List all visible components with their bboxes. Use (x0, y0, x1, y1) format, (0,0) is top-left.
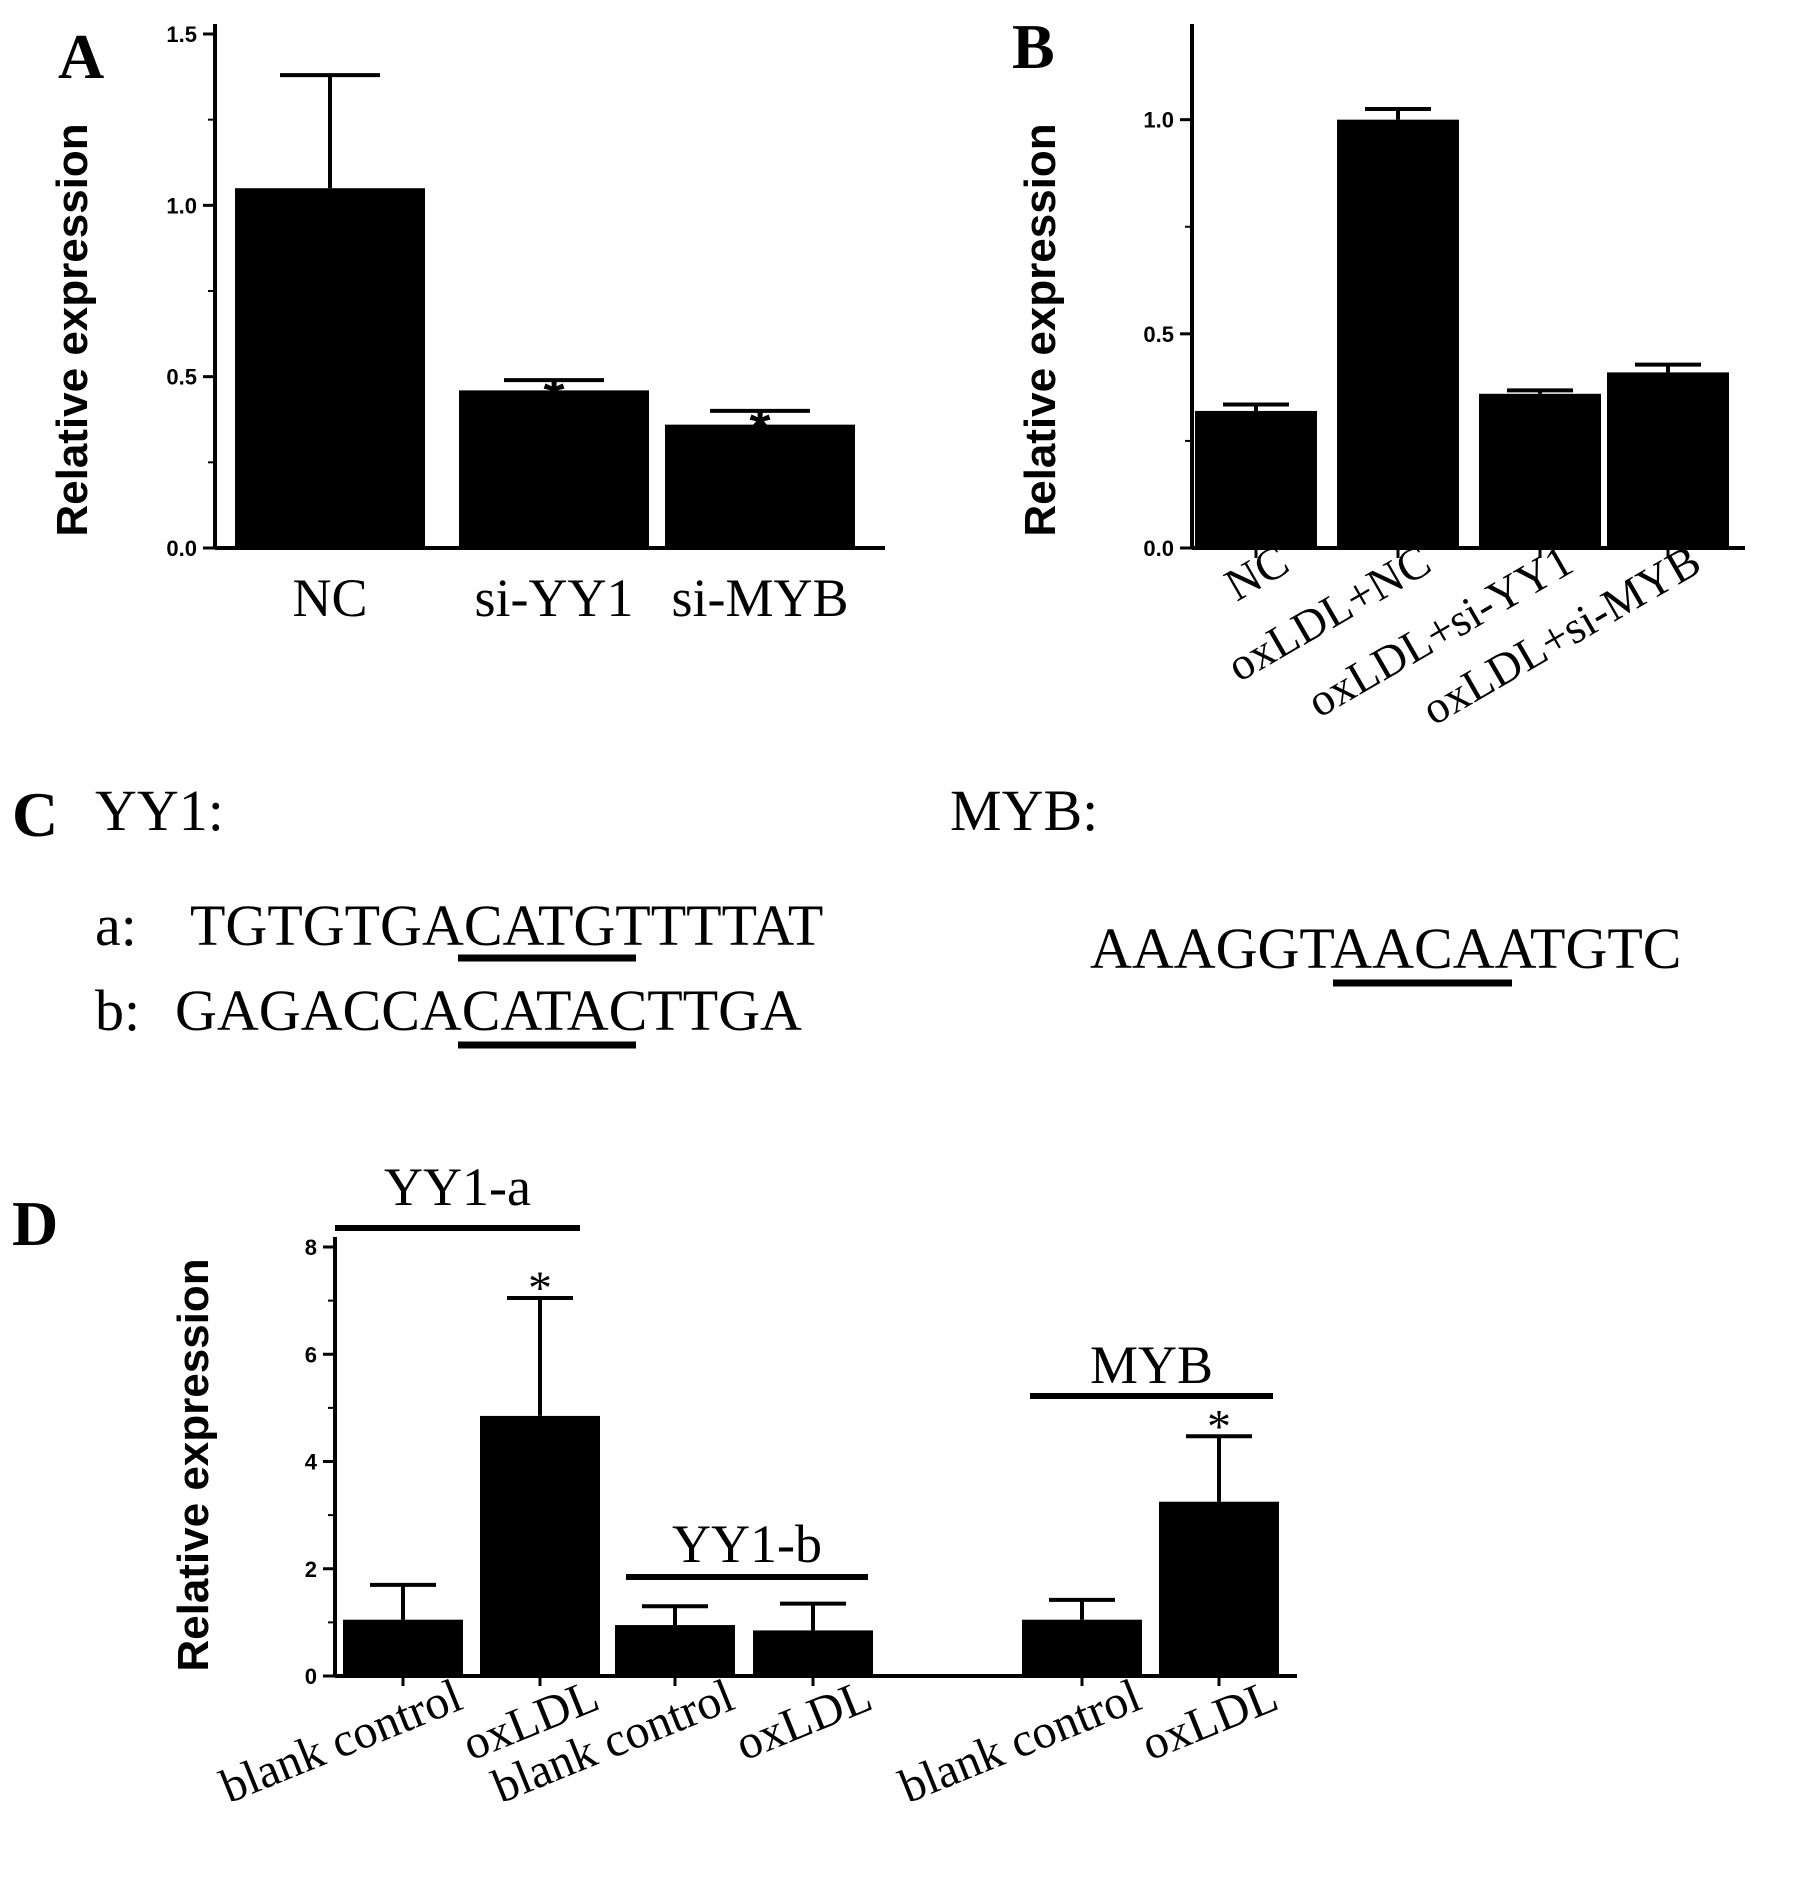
chart-b-bar (1195, 410, 1317, 548)
chart-d-significance-mark: * (1207, 1400, 1231, 1453)
seq-a-motif: ACAT (422, 893, 573, 958)
seq-b-label: b: (95, 978, 140, 1043)
chart-a: 0.0 0.5 1.0 1.5 Relative expression NC * si-YY1… (48, 22, 885, 628)
chart-a-y-tick-label: 1.0 (166, 193, 197, 218)
chart-d-y-tick-label: 6 (305, 1342, 317, 1367)
chart-b-bar (1607, 372, 1729, 548)
chart-d-significance-mark: * (528, 1262, 552, 1315)
panel-label-d: D (12, 1188, 58, 1259)
seq-a-prefix: TGTGTG (190, 893, 422, 958)
chart-d-group-label: MYB (1090, 1335, 1213, 1395)
chart-d-bar (480, 1415, 600, 1676)
chart-a-y-tick-label: 1.5 (166, 22, 197, 47)
chart-a-significance-mark: * (749, 399, 770, 459)
seq-b-prefix: GAGACC (175, 978, 420, 1043)
chart-d-y-axis-label: Relative expression (169, 1258, 218, 1671)
chart-a-y-tick-label: 0.5 (166, 365, 197, 390)
chart-d-group-label: YY1-b (672, 1514, 822, 1574)
chart-d-category-label: oxLDL (728, 1669, 879, 1771)
chart-d-y-tick-label: 2 (305, 1557, 317, 1582)
chart-a-bar (665, 424, 855, 548)
chart-d-y-tick-label: 8 (305, 1235, 317, 1260)
chart-b-y-tick-label: 0.5 (1143, 322, 1174, 347)
seq-b-motif: ACAT (420, 978, 571, 1043)
seq-a-label: a: (95, 893, 137, 958)
chart-d-bar (343, 1619, 463, 1676)
chart-b-bar (1337, 119, 1459, 549)
chart-b-y-tick-label: 0.0 (1143, 536, 1174, 561)
chart-d-y-tick-label: 4 (305, 1450, 318, 1475)
chart-a-category-label: si-MYB (671, 568, 848, 628)
seq-b: GAGACCACATACTTGA (175, 978, 802, 1043)
chart-d-bar (1022, 1619, 1142, 1676)
myb-title: MYB: (950, 778, 1098, 843)
chart-a-y-tick-label: 0.0 (166, 536, 197, 561)
chart-a-y-axis-label: Relative expression (48, 123, 97, 536)
panel-label-b: B (1012, 11, 1055, 82)
chart-d-category-label: blank control (892, 1669, 1148, 1814)
seq-b-suffix: ACTTGA (567, 978, 802, 1043)
panel-label-a: A (58, 21, 104, 92)
sequence-panel: YY1: MYB: a: TGTGTGACATGTTTTAT b: GAGACC… (95, 778, 1681, 1049)
chart-a-category-label: NC (292, 568, 367, 628)
chart-a-bar (459, 390, 649, 548)
panel-label-c: C (12, 779, 58, 850)
chart-d-bar (753, 1630, 873, 1676)
seq-myb-suffix: AATGTC (1453, 916, 1682, 981)
seq-a: TGTGTGACATGTTTTAT (190, 893, 823, 958)
chart-b-y-axis-label: Relative expression (1016, 123, 1065, 536)
chart-d-y-tick-label: 0 (305, 1664, 317, 1689)
chart-a-significance-mark: * (543, 368, 564, 428)
chart-b-y-tick-label: 1.0 (1143, 108, 1174, 133)
chart-d-category-label: blank control (213, 1669, 469, 1814)
chart-b-bar (1479, 393, 1601, 548)
chart-a-category-label: si-YY1 (475, 568, 634, 628)
chart-d-group-label: YY1-a (384, 1157, 531, 1217)
seq-myb: AAAGGTAACAATGTC (1090, 916, 1681, 981)
chart-d-bar (615, 1625, 735, 1676)
yy1-title: YY1: (95, 778, 224, 843)
seq-myb-motif: AAC (1330, 916, 1452, 981)
chart-a-bar (235, 188, 425, 548)
seq-myb-prefix: AAAGGT (1090, 916, 1334, 981)
seq-a-suffix: GTTTTAT (573, 893, 823, 958)
chart-d-bar (1159, 1501, 1279, 1676)
chart-d-category-label: oxLDL (1134, 1669, 1285, 1771)
